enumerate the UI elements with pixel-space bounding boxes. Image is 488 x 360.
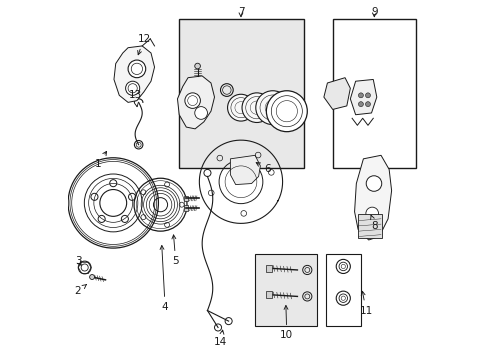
- Circle shape: [89, 275, 94, 279]
- Circle shape: [266, 91, 306, 132]
- Text: 12: 12: [137, 34, 150, 55]
- Circle shape: [194, 63, 200, 69]
- Polygon shape: [177, 76, 214, 129]
- Polygon shape: [183, 206, 188, 211]
- Text: 1: 1: [95, 152, 106, 169]
- Polygon shape: [266, 291, 271, 298]
- Bar: [325, 254, 360, 327]
- Bar: [332, 19, 415, 168]
- Bar: [255, 254, 316, 327]
- Text: 4: 4: [160, 246, 168, 312]
- Circle shape: [184, 93, 200, 108]
- Circle shape: [365, 93, 370, 98]
- Circle shape: [242, 93, 271, 122]
- Polygon shape: [230, 155, 260, 185]
- Bar: [357, 214, 381, 238]
- Polygon shape: [266, 265, 271, 272]
- Polygon shape: [183, 195, 188, 201]
- Text: 8: 8: [370, 215, 378, 231]
- Polygon shape: [323, 78, 349, 109]
- Circle shape: [194, 107, 207, 119]
- Text: 5: 5: [172, 235, 179, 266]
- Text: 14: 14: [213, 330, 226, 347]
- Circle shape: [125, 81, 140, 95]
- Text: 2: 2: [75, 284, 86, 296]
- Text: 7: 7: [237, 8, 244, 17]
- Text: 10: 10: [280, 306, 293, 340]
- Circle shape: [365, 207, 378, 220]
- Text: 11: 11: [359, 291, 372, 315]
- Polygon shape: [354, 155, 391, 240]
- Circle shape: [366, 176, 381, 191]
- Circle shape: [255, 91, 289, 125]
- Polygon shape: [349, 80, 376, 115]
- Circle shape: [358, 93, 363, 98]
- Text: 6: 6: [256, 163, 270, 174]
- Circle shape: [358, 102, 363, 107]
- Circle shape: [365, 102, 370, 107]
- Circle shape: [128, 60, 145, 78]
- Text: 13: 13: [128, 90, 142, 107]
- Circle shape: [227, 94, 254, 121]
- Polygon shape: [114, 46, 154, 102]
- Text: 9: 9: [370, 8, 377, 17]
- Bar: [179, 19, 304, 168]
- Text: 3: 3: [75, 256, 81, 266]
